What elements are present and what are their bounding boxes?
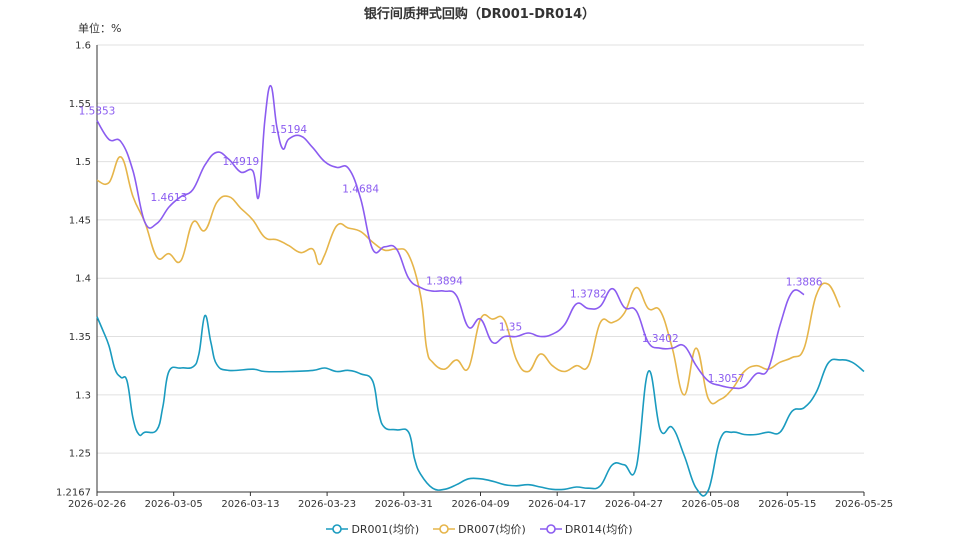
y-tick-label: 1.5 [75, 157, 91, 168]
y-tick-label: 1.55 [69, 99, 91, 110]
y-tick-label: 1.4 [75, 274, 91, 285]
x-tick-label: 2026-03-13 [221, 499, 279, 510]
y-tick-label: 1.35 [69, 332, 91, 343]
legend-line-circle-icon [539, 524, 562, 534]
data-label: 1.35 [499, 322, 522, 334]
data-label: 1.3057 [708, 373, 745, 385]
y-tick-label: 1.6 [75, 41, 91, 52]
legend-item[interactable]: DR007(均价) [433, 521, 526, 537]
data-label: 1.3894 [426, 276, 463, 288]
x-tick-label: 2026-05-15 [758, 499, 816, 510]
legend-label: DR014(均价) [564, 523, 633, 536]
data-label: 1.4613 [151, 192, 188, 204]
legend-label: DR001(均价) [351, 523, 420, 536]
x-tick-label: 2026-04-09 [451, 499, 509, 510]
y-tick-label: 1.25 [69, 449, 91, 460]
y-tick-label: 1.2167 [56, 488, 91, 499]
x-tick-label: 2026-02-26 [68, 499, 126, 510]
x-tick-label: 2026-04-27 [605, 499, 663, 510]
dr014-line [96, 84, 805, 390]
data-label: 1.5353 [79, 105, 116, 117]
legend-line-circle-icon [326, 524, 349, 534]
x-tick-label: 2026-05-08 [682, 499, 740, 510]
y-tick-label: 1.45 [69, 215, 91, 226]
unit-label: 单位：% [78, 22, 122, 35]
legend-item[interactable]: DR001(均价) [326, 521, 419, 537]
legend-label: DR007(均价) [458, 523, 526, 536]
data-label: 1.4919 [222, 156, 259, 168]
legend[interactable]: DR001(均价) DR007(均价) DR014(均价) [0, 521, 959, 537]
dr001-line [96, 314, 865, 497]
x-tick-label: 2026-03-05 [145, 499, 203, 510]
data-label: 1.3782 [570, 289, 607, 301]
y-tick-label: 1.3 [75, 390, 91, 401]
legend-item[interactable]: DR014(均价) [539, 521, 633, 537]
x-tick-label: 2026-03-31 [375, 499, 433, 510]
x-tick-label: 2026-03-23 [298, 499, 356, 510]
data-label: 1.4684 [342, 183, 379, 195]
x-tick-label: 2026-04-17 [528, 499, 586, 510]
dr007-line [96, 156, 841, 405]
data-label: 1.5194 [270, 124, 307, 136]
data-label: 1.3886 [786, 277, 823, 289]
chart-title: 银行间质押式回购（DR001-DR014） [363, 7, 596, 22]
data-label: 1.3402 [642, 333, 679, 345]
x-tick-label: 2026-05-25 [835, 499, 893, 510]
line-chart: 1.2167 1.25 1.3 1.35 1.4 1.45 1.5 1.55 1.6 2026-0… [56, 41, 893, 511]
legend-line-circle-icon [433, 524, 456, 534]
